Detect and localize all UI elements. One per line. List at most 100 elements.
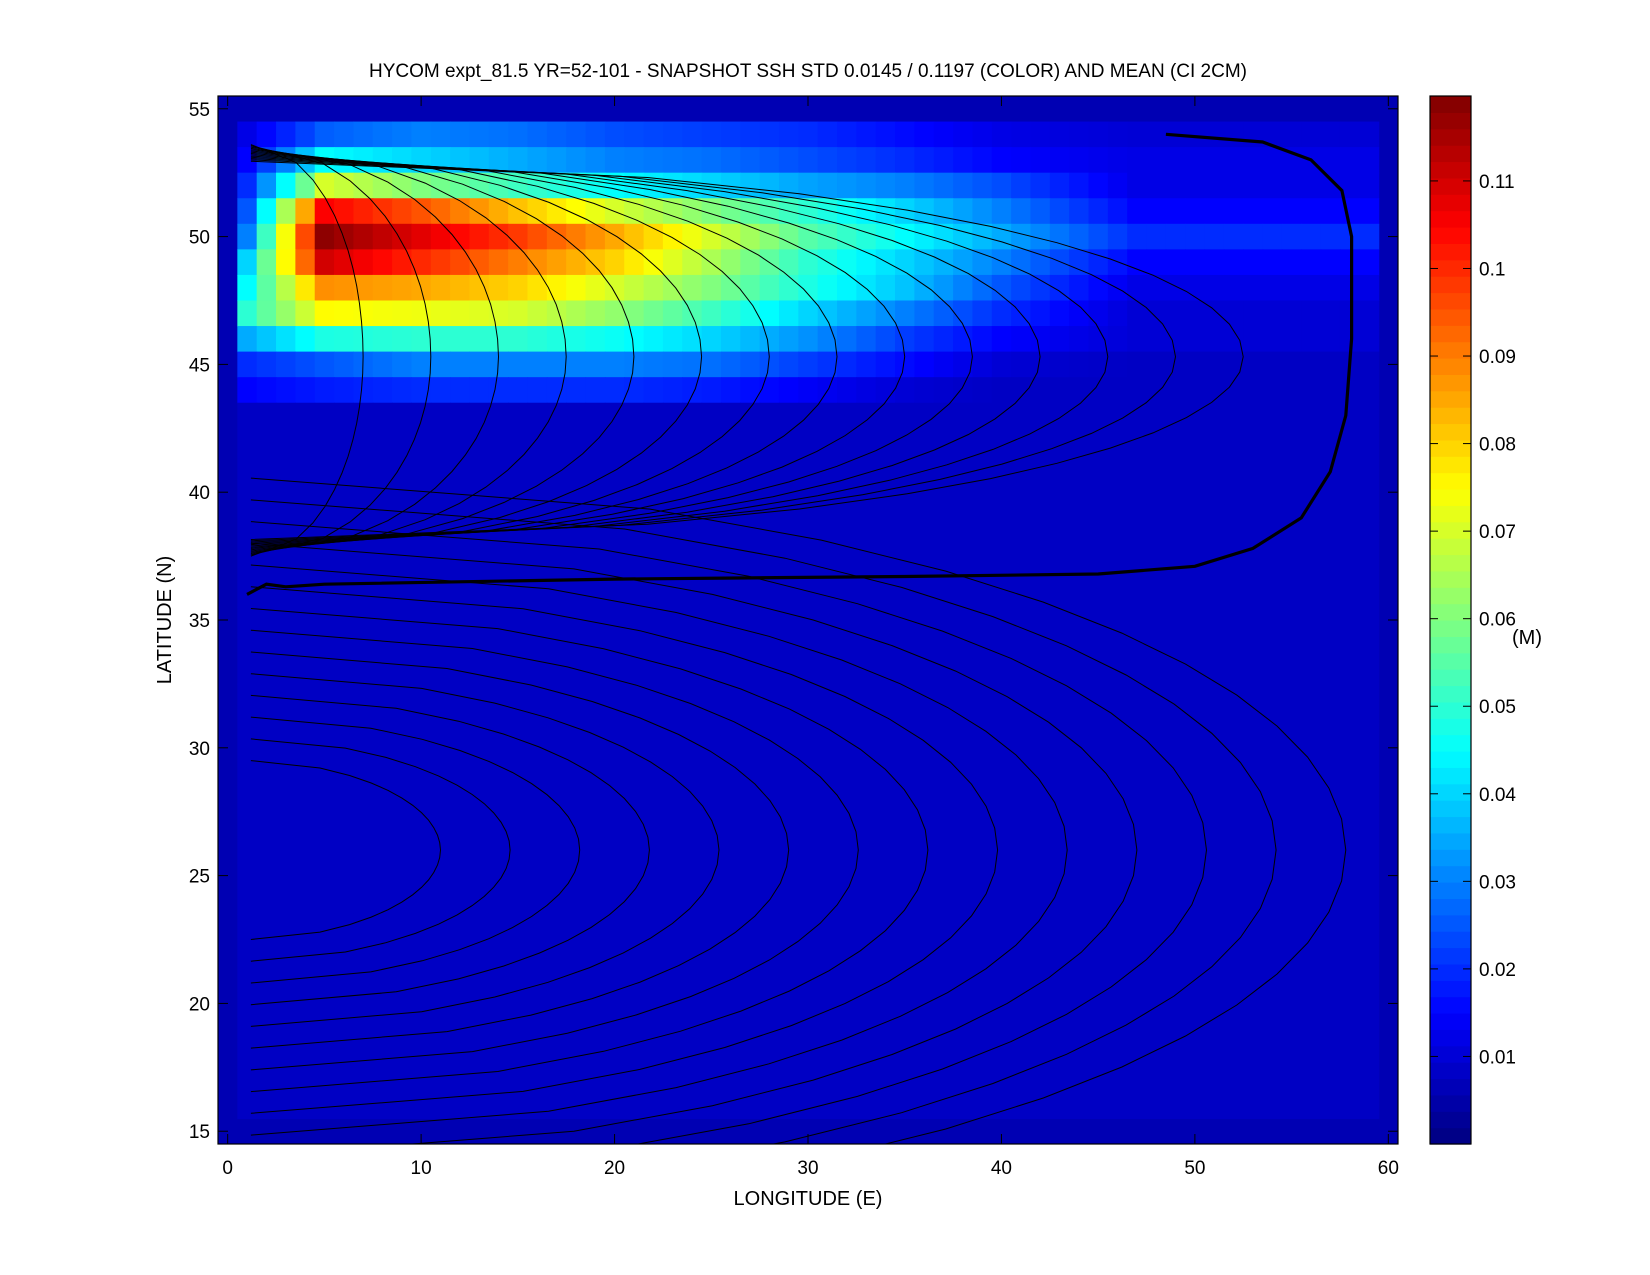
heatmap-cell	[817, 837, 838, 864]
heatmap-cell	[585, 300, 606, 327]
heatmap-cell	[1243, 965, 1264, 992]
heatmap-cell	[237, 837, 258, 864]
heatmap-cell	[682, 1092, 703, 1120]
heatmap-cell	[778, 581, 799, 608]
heatmap-cell	[1088, 198, 1109, 225]
heatmap-cell	[1069, 121, 1090, 148]
heatmap-cell	[798, 1067, 819, 1094]
heatmap-cell	[1359, 428, 1380, 455]
heatmap-cell	[430, 990, 451, 1017]
heatmap-cell	[469, 862, 490, 889]
heatmap-cell	[759, 147, 780, 174]
heatmap-cell	[643, 377, 664, 404]
heatmap-cell	[798, 786, 819, 813]
heatmap-cell	[585, 147, 606, 174]
heatmap-cell	[392, 811, 413, 838]
heatmap-cell	[1262, 453, 1283, 481]
heatmap-cell	[720, 735, 741, 762]
heatmap-cell	[1107, 121, 1128, 148]
heatmap-cell	[1223, 1092, 1244, 1120]
heatmap-cell	[778, 683, 799, 711]
heatmap-cell	[662, 709, 683, 736]
heatmap-cell	[837, 683, 857, 711]
heatmap-cell	[1339, 172, 1360, 199]
heatmap-cell	[1320, 939, 1341, 966]
heatmap-cell	[353, 658, 374, 685]
heatmap-cell	[295, 479, 316, 506]
heatmap-cell	[469, 172, 490, 199]
heatmap-cell	[276, 939, 296, 966]
heatmap-cell	[604, 786, 625, 813]
heatmap-cell	[740, 965, 761, 992]
heatmap-cell	[856, 837, 877, 864]
heatmap-cell	[1281, 402, 1302, 429]
heatmap-cell	[566, 709, 587, 736]
heatmap-cell	[682, 683, 703, 711]
colorbar-swatch	[1430, 734, 1471, 752]
heatmap-cell	[295, 428, 316, 455]
heatmap-cell	[914, 760, 935, 787]
heatmap-cell	[334, 965, 355, 992]
heatmap-cell	[488, 274, 509, 302]
heatmap-cell	[1262, 223, 1283, 250]
heatmap-cell	[566, 249, 587, 276]
heatmap-cell	[1107, 913, 1128, 941]
heatmap-cell	[488, 607, 509, 634]
heatmap-cell	[469, 556, 490, 583]
heatmap-cell	[1165, 147, 1186, 174]
heatmap-cell	[508, 990, 529, 1017]
heatmap-cell	[566, 147, 587, 174]
heatmap-cell	[1301, 658, 1322, 685]
heatmap-cell	[585, 453, 606, 481]
heatmap-cell	[1049, 913, 1070, 941]
heatmap-cell	[372, 607, 393, 634]
heatmap-cell	[1069, 504, 1090, 532]
heatmap-cell	[1243, 147, 1264, 174]
heatmap-cell	[740, 453, 761, 481]
heatmap-cell	[953, 300, 974, 327]
heatmap-cell	[527, 556, 548, 583]
heatmap-cell	[1320, 1092, 1341, 1120]
heatmap-cell	[701, 326, 722, 353]
heatmap-cell	[546, 581, 567, 608]
heatmap-cell	[488, 1092, 509, 1120]
heatmap-cell	[392, 300, 413, 327]
heatmap-cell	[1204, 990, 1225, 1017]
heatmap-cell	[508, 300, 529, 327]
heatmap-cell	[740, 402, 761, 429]
heatmap-cell	[759, 786, 780, 813]
heatmap-cell	[875, 990, 896, 1017]
heatmap-cell	[604, 990, 625, 1017]
heatmap-cell	[1281, 837, 1302, 864]
heatmap-cell	[488, 811, 509, 838]
heatmap-cell	[1243, 990, 1264, 1017]
heatmap-cell	[1107, 786, 1128, 813]
heatmap-cell	[256, 837, 277, 864]
heatmap-cell	[1204, 811, 1225, 838]
heatmap-cell	[1359, 786, 1380, 813]
heatmap-cell	[237, 1041, 258, 1068]
heatmap-cell	[624, 1041, 645, 1068]
heatmap-cell	[643, 581, 664, 608]
heatmap-cell	[1339, 709, 1360, 736]
mean-contour	[250, 151, 770, 549]
heatmap-cell	[237, 530, 258, 557]
heatmap-cell	[1262, 351, 1283, 378]
heatmap-cell	[1339, 274, 1360, 302]
heatmap-cell	[662, 377, 683, 404]
heatmap-cell	[972, 1067, 993, 1094]
heatmap-cell	[527, 504, 548, 532]
heatmap-cell	[353, 504, 374, 532]
heatmap-cell	[972, 939, 993, 966]
heatmap-cell	[372, 632, 393, 659]
heatmap-cell	[372, 172, 393, 199]
heatmap-cell	[1281, 556, 1302, 583]
heatmap-cell	[1301, 249, 1322, 276]
heatmap-cell	[933, 1067, 954, 1094]
heatmap-cell	[643, 223, 664, 250]
heatmap-cell	[353, 402, 374, 429]
heatmap-cell	[972, 479, 993, 506]
heatmap-cell	[991, 786, 1012, 813]
heatmap-cell	[914, 172, 935, 199]
heatmap-cell	[662, 556, 683, 583]
